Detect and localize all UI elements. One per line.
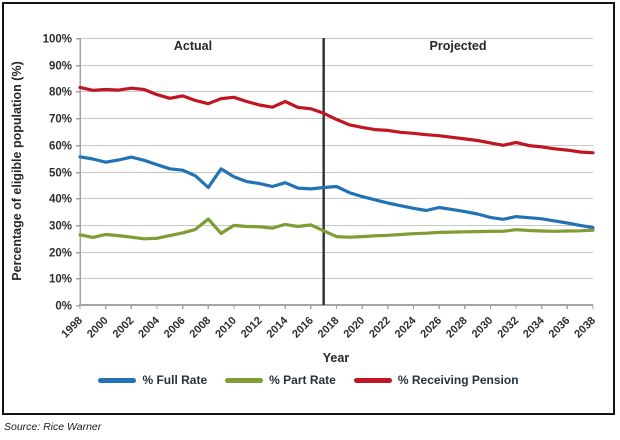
svg-text:70%: 70% xyxy=(49,114,72,126)
legend-label: % Part Rate xyxy=(269,373,336,387)
svg-text:2022: 2022 xyxy=(367,315,393,341)
svg-text:2018: 2018 xyxy=(316,315,342,341)
svg-text:2034: 2034 xyxy=(521,314,547,340)
svg-text:2020: 2020 xyxy=(341,315,367,341)
svg-text:2032: 2032 xyxy=(495,315,521,341)
legend-item-full-rate: % Full Rate xyxy=(98,373,207,387)
svg-text:80%: 80% xyxy=(49,87,72,99)
projected-region-label: Projected xyxy=(429,39,487,53)
svg-text:40%: 40% xyxy=(49,194,72,206)
actual-region-label: Actual xyxy=(173,39,213,53)
svg-text:2024: 2024 xyxy=(393,314,419,340)
svg-text:2000: 2000 xyxy=(85,315,111,341)
full-rate-line-swatch xyxy=(98,377,137,383)
line-chart-plot: 0%10%20%30%40%50%60%70%80%90%100%1998 200… xyxy=(43,34,599,341)
svg-text:2002: 2002 xyxy=(111,315,137,341)
svg-text:2014: 2014 xyxy=(265,314,291,340)
source-note: Source: Rice Warner xyxy=(4,421,102,433)
svg-text:20%: 20% xyxy=(49,248,72,260)
svg-text:50%: 50% xyxy=(49,168,72,180)
chart-area: Percentage of eligible population (%) Ac… xyxy=(2,2,615,415)
svg-text:1998: 1998 xyxy=(59,315,85,341)
svg-text:30%: 30% xyxy=(49,221,72,233)
legend-label: % Receiving Pension xyxy=(397,373,519,387)
svg-text:10%: 10% xyxy=(49,274,72,286)
svg-text:90%: 90% xyxy=(49,61,72,73)
svg-text:2004: 2004 xyxy=(136,314,162,340)
svg-text:0%: 0% xyxy=(55,301,72,313)
svg-text:2036: 2036 xyxy=(547,315,573,341)
svg-text:100%: 100% xyxy=(43,34,72,46)
svg-text:60%: 60% xyxy=(49,141,72,153)
x-axis-title: Year xyxy=(322,351,350,365)
svg-text:2030: 2030 xyxy=(470,315,496,341)
svg-text:2012: 2012 xyxy=(239,315,265,341)
receiving-pension-line-swatch xyxy=(353,377,392,383)
svg-text:2028: 2028 xyxy=(444,315,470,341)
part-rate-line-swatch xyxy=(225,377,264,383)
svg-text:2010: 2010 xyxy=(213,315,239,341)
legend-item-receiving-pension: % Receiving Pension xyxy=(353,373,519,387)
svg-text:2026: 2026 xyxy=(418,315,444,341)
svg-text:2038: 2038 xyxy=(572,315,598,341)
svg-text:2016: 2016 xyxy=(290,315,316,341)
svg-text:2006: 2006 xyxy=(162,315,188,341)
svg-text:2008: 2008 xyxy=(188,315,214,341)
legend-label: % Full Rate xyxy=(142,373,208,387)
chart-legend: % Full Rate % Part Rate % Receiving Pens… xyxy=(4,373,613,387)
legend-item-part-rate: % Part Rate xyxy=(225,373,336,387)
